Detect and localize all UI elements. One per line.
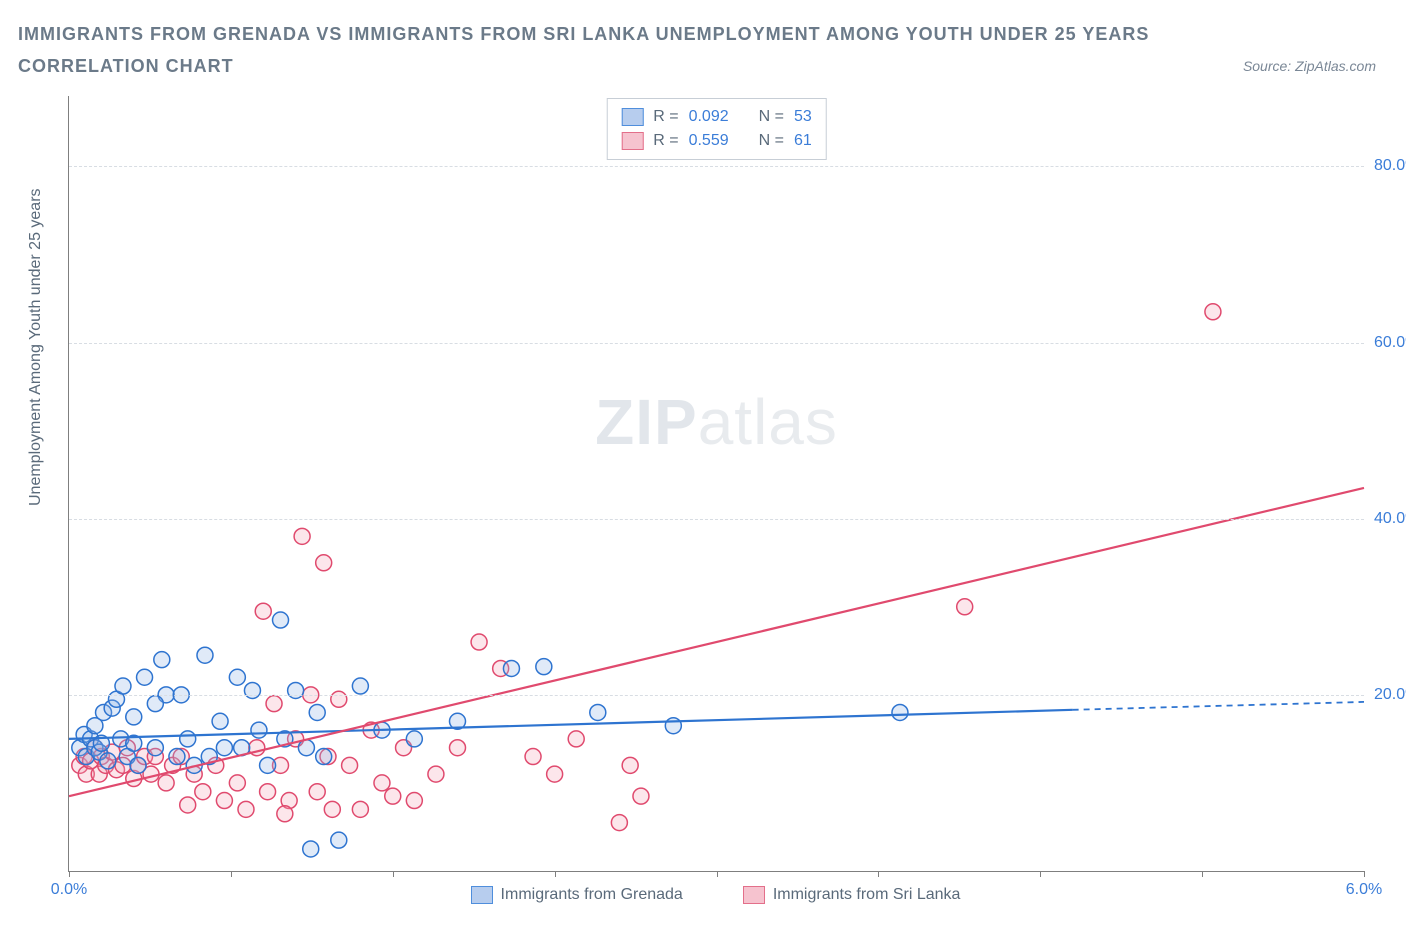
point-srilanka xyxy=(260,784,276,800)
point-srilanka xyxy=(428,766,444,782)
point-srilanka xyxy=(316,555,332,571)
point-srilanka xyxy=(525,749,541,765)
point-grenada xyxy=(892,704,908,720)
series-legend: Immigrants from Grenada Immigrants from … xyxy=(68,886,1363,904)
gridline xyxy=(69,695,1364,696)
point-srilanka xyxy=(180,797,196,813)
title-line-1: IMMIGRANTS FROM GRENADA VS IMMIGRANTS FR… xyxy=(18,18,1149,50)
point-grenada xyxy=(197,647,213,663)
point-grenada xyxy=(503,660,519,676)
point-grenada xyxy=(298,740,314,756)
trendline-grenada-extrapolated xyxy=(1073,702,1364,710)
legend-label-grenada: Immigrants from Grenada xyxy=(501,886,683,904)
point-srilanka xyxy=(622,757,638,773)
point-grenada xyxy=(316,749,332,765)
point-grenada xyxy=(229,669,245,685)
legend-label-srilanka: Immigrants from Sri Lanka xyxy=(773,886,961,904)
point-grenada xyxy=(406,731,422,747)
point-grenada xyxy=(130,757,146,773)
point-srilanka xyxy=(374,775,390,791)
point-srilanka xyxy=(450,740,466,756)
point-grenada xyxy=(352,678,368,694)
point-srilanka xyxy=(385,788,401,804)
point-grenada xyxy=(216,740,232,756)
point-srilanka xyxy=(406,793,422,809)
point-grenada xyxy=(244,682,260,698)
gridline xyxy=(69,519,1364,520)
point-srilanka xyxy=(277,806,293,822)
legend-swatch-grenada xyxy=(471,886,493,904)
y-tick-label: 80.0% xyxy=(1374,157,1406,175)
point-srilanka xyxy=(195,784,211,800)
source-credit: Source: ZipAtlas.com xyxy=(1243,58,1376,74)
y-tick-label: 40.0% xyxy=(1374,510,1406,528)
point-srilanka xyxy=(1205,304,1221,320)
point-grenada xyxy=(273,612,289,628)
point-grenada xyxy=(169,749,185,765)
point-srilanka xyxy=(633,788,649,804)
point-grenada xyxy=(147,696,163,712)
point-grenada xyxy=(147,740,163,756)
point-srilanka xyxy=(266,696,282,712)
scatter-svg xyxy=(69,96,1364,871)
y-tick-label: 60.0% xyxy=(1374,334,1406,352)
point-grenada xyxy=(303,841,319,857)
x-tick xyxy=(717,871,718,877)
point-srilanka xyxy=(229,775,245,791)
point-srilanka xyxy=(216,793,232,809)
x-tick xyxy=(555,871,556,877)
point-grenada xyxy=(590,704,606,720)
point-grenada xyxy=(251,722,267,738)
source-label: Source: xyxy=(1243,58,1291,74)
point-srilanka xyxy=(331,691,347,707)
point-grenada xyxy=(137,669,153,685)
point-grenada xyxy=(212,713,228,729)
x-tick xyxy=(393,871,394,877)
trendline-srilanka xyxy=(69,488,1364,796)
point-srilanka xyxy=(471,634,487,650)
point-srilanka xyxy=(158,775,174,791)
point-srilanka xyxy=(342,757,358,773)
chart-container: Unemployment Among Youth under 25 years … xyxy=(18,96,1388,916)
x-tick xyxy=(231,871,232,877)
title-line-2: CORRELATION CHART xyxy=(18,50,1149,82)
point-grenada xyxy=(126,709,142,725)
x-tick xyxy=(878,871,879,877)
point-grenada xyxy=(115,678,131,694)
gridline xyxy=(69,166,1364,167)
point-srilanka xyxy=(568,731,584,747)
y-tick-label: 20.0% xyxy=(1374,686,1406,704)
point-srilanka xyxy=(324,801,340,817)
gridline xyxy=(69,343,1364,344)
point-grenada xyxy=(665,718,681,734)
point-grenada xyxy=(309,704,325,720)
legend-item-srilanka: Immigrants from Sri Lanka xyxy=(743,886,961,904)
point-srilanka xyxy=(294,528,310,544)
point-grenada xyxy=(536,659,552,675)
point-grenada xyxy=(288,682,304,698)
point-grenada xyxy=(154,652,170,668)
point-grenada xyxy=(331,832,347,848)
point-srilanka xyxy=(352,801,368,817)
point-grenada xyxy=(180,731,196,747)
x-tick xyxy=(1040,871,1041,877)
plot-area: ZIPatlas R = 0.092 N = 53 R = 0.559 N = … xyxy=(68,96,1364,872)
point-grenada xyxy=(260,757,276,773)
y-axis-title: Unemployment Among Youth under 25 years xyxy=(27,188,45,506)
point-srilanka xyxy=(255,603,271,619)
legend-item-grenada: Immigrants from Grenada xyxy=(471,886,683,904)
source-name: ZipAtlas.com xyxy=(1295,58,1376,74)
point-srilanka xyxy=(238,801,254,817)
x-tick xyxy=(1364,871,1365,877)
point-srilanka xyxy=(611,815,627,831)
point-srilanka xyxy=(547,766,563,782)
x-tick xyxy=(69,871,70,877)
x-tick xyxy=(1202,871,1203,877)
point-grenada xyxy=(100,753,116,769)
point-srilanka xyxy=(957,599,973,615)
point-srilanka xyxy=(309,784,325,800)
chart-title: IMMIGRANTS FROM GRENADA VS IMMIGRANTS FR… xyxy=(18,18,1149,83)
legend-swatch-srilanka xyxy=(743,886,765,904)
